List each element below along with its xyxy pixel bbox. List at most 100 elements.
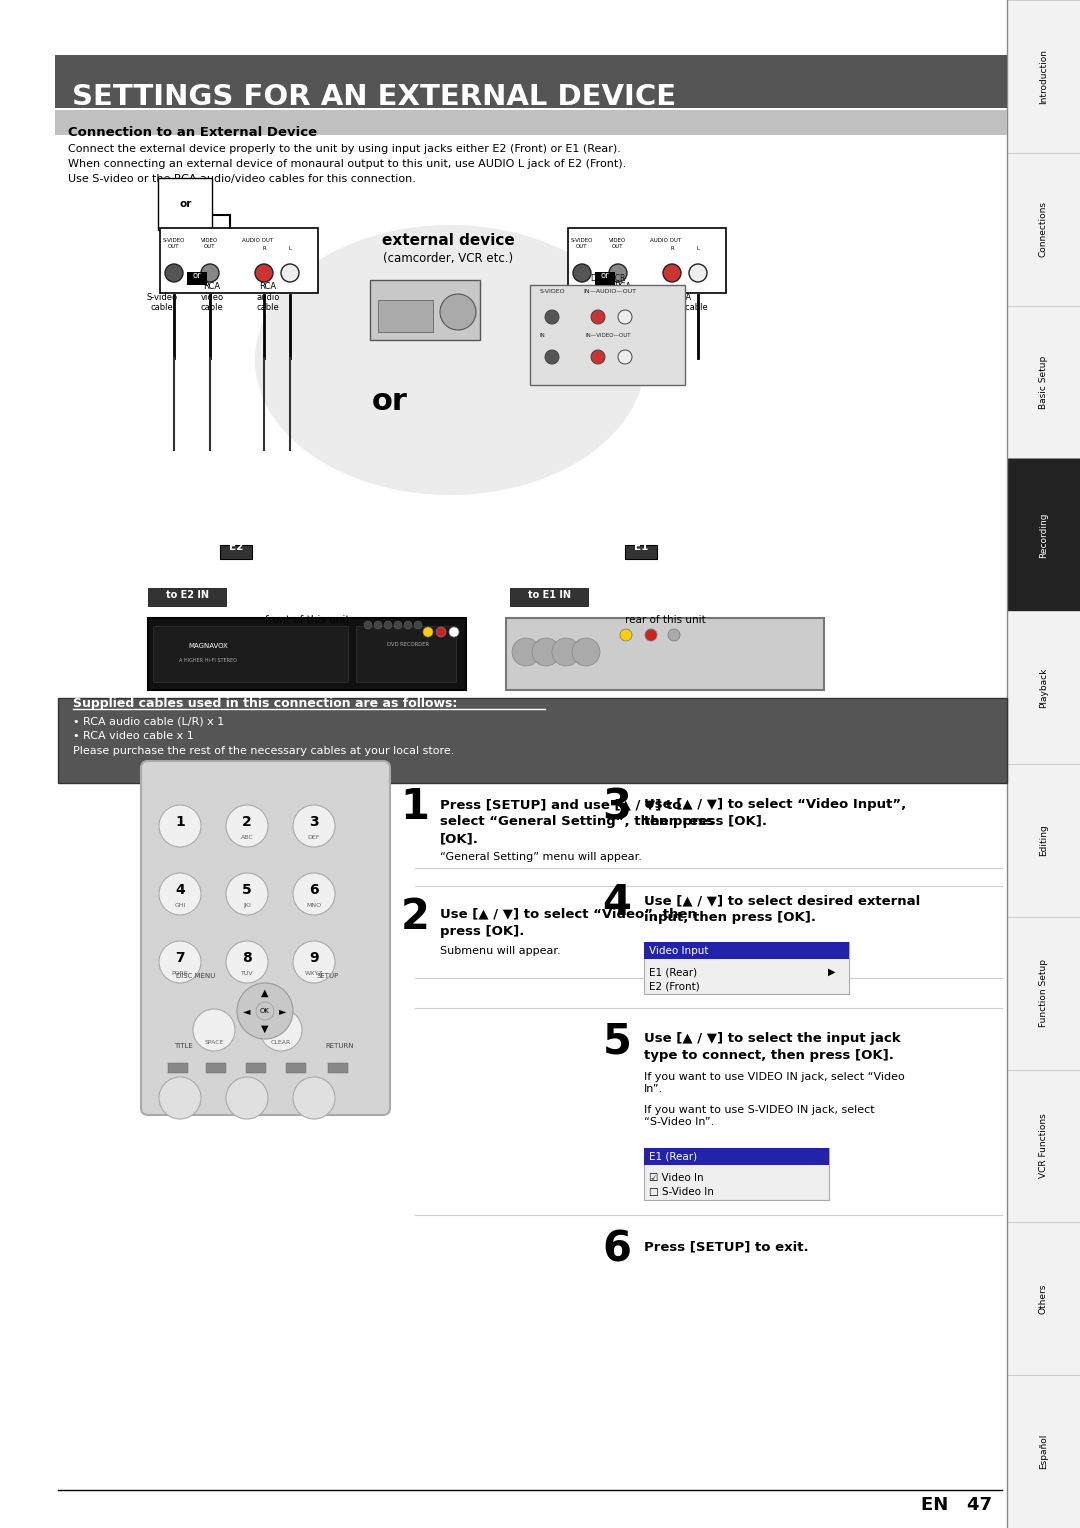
- Circle shape: [374, 620, 382, 630]
- Text: 1: 1: [401, 785, 430, 828]
- Circle shape: [201, 264, 219, 283]
- Text: AUDIO OUT: AUDIO OUT: [242, 238, 273, 243]
- Text: IN—AUDIO—OUT: IN—AUDIO—OUT: [583, 289, 636, 293]
- Text: OK: OK: [260, 1008, 270, 1015]
- Bar: [246, 1063, 266, 1073]
- Text: DISC MENU: DISC MENU: [176, 973, 216, 979]
- Bar: [206, 1063, 226, 1073]
- Bar: [644, 1148, 829, 1199]
- Text: Submenu will appear.: Submenu will appear.: [440, 946, 561, 957]
- Text: EN   47: EN 47: [921, 1496, 993, 1514]
- Text: WXYZ: WXYZ: [305, 970, 323, 975]
- Circle shape: [165, 264, 183, 283]
- Text: TUV: TUV: [241, 970, 254, 975]
- Bar: [507, 617, 824, 691]
- Bar: [187, 272, 207, 286]
- Bar: [58, 698, 1007, 782]
- Text: to E2 IN: to E2 IN: [165, 590, 208, 601]
- Text: 7: 7: [175, 950, 185, 966]
- Text: Use S-video or the RCA audio/video cables for this connection.: Use S-video or the RCA audio/video cable…: [68, 174, 416, 183]
- Bar: [356, 626, 456, 681]
- Circle shape: [226, 805, 268, 847]
- Circle shape: [159, 1077, 201, 1118]
- Text: GHI: GHI: [174, 903, 186, 908]
- Text: RCA
audio
cable: RCA audio cable: [256, 283, 280, 312]
- Text: Video Input: Video Input: [649, 946, 708, 955]
- Text: ►: ►: [280, 1005, 287, 1016]
- Bar: [148, 617, 465, 691]
- Circle shape: [436, 626, 446, 637]
- Text: Function Setup: Function Setup: [1039, 960, 1048, 1027]
- Text: 4: 4: [175, 883, 185, 897]
- Bar: [328, 1063, 348, 1073]
- Circle shape: [293, 941, 335, 983]
- Text: Please purchase the rest of the necessary cables at your local store.: Please purchase the rest of the necessar…: [73, 746, 455, 756]
- Text: • RCA video cable x 1: • RCA video cable x 1: [73, 730, 193, 741]
- Text: SETUP: SETUP: [316, 973, 339, 979]
- Text: S-VIDEO
OUT: S-VIDEO OUT: [571, 238, 593, 249]
- Text: When connecting an external device of monaural output to this unit, use AUDIO L : When connecting an external device of mo…: [68, 159, 626, 170]
- Circle shape: [545, 310, 559, 324]
- Bar: [625, 545, 657, 559]
- Circle shape: [663, 264, 681, 283]
- Text: ▲: ▲: [261, 989, 269, 998]
- Circle shape: [226, 872, 268, 915]
- Text: VCR Functions: VCR Functions: [1039, 1114, 1048, 1178]
- Text: SPACE: SPACE: [204, 1039, 224, 1045]
- Circle shape: [260, 1008, 302, 1051]
- Circle shape: [532, 639, 561, 666]
- Circle shape: [255, 264, 273, 283]
- Circle shape: [512, 639, 540, 666]
- Text: R: R: [262, 246, 266, 251]
- Text: DVD RECORDER: DVD RECORDER: [387, 642, 429, 646]
- Circle shape: [645, 630, 657, 642]
- Text: S-video
cable: S-video cable: [147, 292, 177, 312]
- Text: or: or: [179, 199, 191, 209]
- Text: E1 (Rear): E1 (Rear): [649, 1152, 697, 1161]
- Text: 2: 2: [401, 895, 430, 938]
- Text: PQRS: PQRS: [172, 970, 188, 975]
- Text: or: or: [192, 270, 201, 280]
- Text: Recording: Recording: [1039, 512, 1048, 558]
- Circle shape: [226, 1077, 268, 1118]
- Text: RETURN: RETURN: [326, 1044, 354, 1050]
- Text: VIDEO
OUT: VIDEO OUT: [609, 238, 626, 249]
- Circle shape: [440, 293, 476, 330]
- Bar: [153, 626, 348, 681]
- Text: VIDEO
OUT: VIDEO OUT: [201, 238, 218, 249]
- Bar: [644, 941, 849, 960]
- Circle shape: [404, 620, 411, 630]
- Text: Press [SETUP] and use [▲ / ▼] to
select “General Setting”, then press
[OK].: Press [SETUP] and use [▲ / ▼] to select …: [440, 798, 714, 845]
- Text: S-video
cable: S-video cable: [554, 292, 585, 312]
- Bar: [644, 941, 849, 995]
- Bar: [530, 286, 685, 385]
- Text: □ S-Video In: □ S-Video In: [649, 1187, 714, 1196]
- Text: 1: 1: [175, 814, 185, 830]
- Circle shape: [364, 620, 372, 630]
- Text: 6: 6: [309, 883, 319, 897]
- Text: Use [▲ / ▼] to select “Video Input”,
then press [OK].: Use [▲ / ▼] to select “Video Input”, the…: [644, 798, 906, 828]
- Circle shape: [394, 620, 402, 630]
- Text: MNO: MNO: [307, 903, 322, 908]
- Text: external device: external device: [381, 232, 514, 248]
- Circle shape: [293, 1077, 335, 1118]
- Circle shape: [591, 350, 605, 364]
- Circle shape: [591, 310, 605, 324]
- Bar: [1007, 0, 1080, 1528]
- Bar: [148, 588, 226, 607]
- Circle shape: [159, 872, 201, 915]
- Bar: [595, 272, 615, 286]
- Circle shape: [609, 264, 627, 283]
- Bar: [378, 299, 433, 332]
- Text: ☑ Video In: ☑ Video In: [649, 1174, 704, 1183]
- Text: E1: E1: [634, 542, 648, 552]
- Text: S-VIDEO: S-VIDEO: [539, 289, 565, 293]
- Text: ▶: ▶: [828, 967, 836, 976]
- Circle shape: [552, 639, 580, 666]
- Circle shape: [545, 350, 559, 364]
- Circle shape: [281, 264, 299, 283]
- Text: E2 (Front): E2 (Front): [649, 981, 700, 992]
- Text: 2: 2: [242, 814, 252, 830]
- Text: AUDIO OUT: AUDIO OUT: [650, 238, 681, 243]
- Circle shape: [159, 941, 201, 983]
